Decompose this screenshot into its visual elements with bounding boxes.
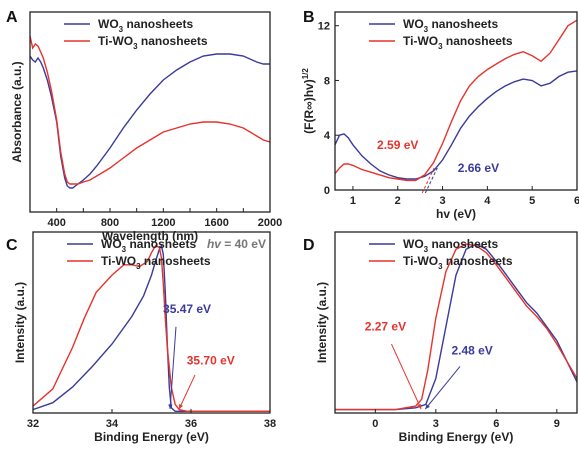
annotation-arrow [424, 366, 461, 410]
series-line-wo3 [335, 70, 577, 180]
x-tick-label: 32 [27, 418, 39, 430]
x-tick-label: 9 [554, 418, 560, 430]
panel-letter: A [6, 9, 18, 26]
series-line-ti-wo3 [335, 19, 577, 182]
legend-label: WO3 nanosheets [403, 237, 498, 254]
panel-letter: C [6, 237, 18, 254]
series-line-ti-wo3 [335, 243, 577, 411]
band-annotation: 2.66 eV [458, 161, 499, 175]
legend-label: Ti-WO3 nanosheets [403, 254, 513, 271]
plot-frame [29, 11, 271, 213]
y-axis-label: Intensity (a.u.) [13, 282, 27, 363]
series-line-wo3 [33, 243, 270, 412]
legend-label: WO3 nanosheets [98, 17, 193, 34]
x-tick-label: 6 [574, 195, 579, 207]
x-tick-label: 400 [47, 217, 65, 229]
x-tick-label: 3 [439, 195, 445, 207]
x-tick-label: 36 [185, 418, 197, 430]
band-annotation: 2.27 eV [365, 319, 406, 333]
x-axis-label: Binding Energy (eV) [399, 430, 514, 444]
arrow-head [425, 404, 430, 409]
legend-label: Ti-WO3 nanosheets [101, 254, 211, 271]
x-tick-label: 2 [395, 195, 401, 207]
y-axis-label: Intensity (a.u.) [315, 282, 329, 363]
y-tick-label: 0 [324, 185, 330, 197]
annotation-arrow [178, 374, 196, 410]
x-tick-label: 1 [350, 195, 356, 207]
x-tick-label: 6 [493, 418, 499, 430]
y-tick-label: 4 [324, 130, 331, 142]
x-tick-label: 0 [372, 418, 378, 430]
arrow-head [168, 404, 173, 409]
y-axis-label: Absorbance (a.u.) [10, 61, 24, 162]
annotation-arrow [391, 343, 422, 410]
band-annotation: 2.48 eV [451, 343, 492, 357]
legend-label: WO3 nanosheets [403, 17, 498, 34]
x-axis-label: Binding Energy (eV) [94, 430, 209, 444]
band-annotation: 2.59 eV [377, 138, 418, 152]
y-tick-label: 12 [318, 21, 330, 33]
panel-letter: B [303, 9, 315, 26]
series-line-wo3 [335, 243, 577, 411]
x-tick-label: 800 [101, 217, 119, 229]
x-tick-label: 2000 [258, 217, 282, 229]
x-tick-label: 1200 [151, 217, 175, 229]
panel-d: D 0 3 6 9 Binding Energy (eV) Intensity (a.u.)… [303, 231, 578, 444]
x-tick-label: 1600 [204, 217, 228, 229]
band-annotation: 35.47 eV [163, 302, 211, 316]
legend-label: WO3 nanosheets [101, 237, 196, 254]
photon-energy-note: hv = 40 eV [207, 237, 266, 251]
legend-label: Ti-WO3 nanosheets [403, 34, 513, 51]
arrow-head [417, 404, 422, 409]
x-tick-label: 38 [264, 418, 276, 430]
plot-frame [334, 11, 578, 191]
panel-letter: D [303, 237, 315, 254]
x-axis-label: hv (eV) [436, 207, 476, 221]
legend-label: Ti-WO3 nanosheets [98, 34, 208, 51]
annotation-arrow [169, 326, 177, 410]
x-tick-label: 34 [106, 418, 119, 430]
x-tick-label: 3 [433, 418, 439, 430]
x-tick-label: 4 [484, 195, 491, 207]
arrow-head [179, 404, 184, 409]
panel-c: C 32 34 36 38 Binding Energy (eV) Intensity (a… [6, 231, 276, 444]
x-tick-label: 5 [529, 195, 535, 207]
series-line-ti-wo3 [30, 35, 270, 185]
plot-frame [334, 231, 578, 414]
y-tick-label: 8 [324, 75, 330, 87]
series-line-ti-wo3 [33, 244, 270, 412]
plot-frame [32, 231, 271, 414]
y-axis-label: (F(R∞)hv)1/2 [301, 68, 316, 134]
band-annotation: 35.70 eV [187, 354, 235, 368]
series-line-wo3 [30, 53, 270, 189]
